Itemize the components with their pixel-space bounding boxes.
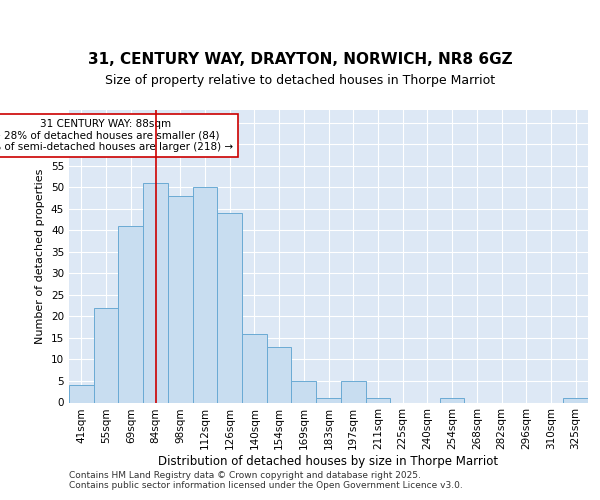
Bar <box>143 183 168 402</box>
Bar <box>242 334 267 402</box>
Bar <box>292 381 316 402</box>
Bar <box>217 213 242 402</box>
Y-axis label: Number of detached properties: Number of detached properties <box>35 168 46 344</box>
Text: Contains HM Land Registry data © Crown copyright and database right 2025.
Contai: Contains HM Land Registry data © Crown c… <box>69 470 463 490</box>
X-axis label: Distribution of detached houses by size in Thorpe Marriot: Distribution of detached houses by size … <box>158 455 499 468</box>
Bar <box>118 226 143 402</box>
Bar <box>440 398 464 402</box>
Bar <box>341 381 365 402</box>
Bar <box>563 398 588 402</box>
Bar <box>316 398 341 402</box>
Bar <box>69 386 94 402</box>
Bar <box>193 188 217 402</box>
Bar <box>365 398 390 402</box>
Bar <box>94 308 118 402</box>
Text: 31 CENTURY WAY: 88sqm
← 28% of detached houses are smaller (84)
72% of semi-deta: 31 CENTURY WAY: 88sqm ← 28% of detached … <box>0 119 233 152</box>
Bar <box>267 346 292 403</box>
Text: 31, CENTURY WAY, DRAYTON, NORWICH, NR8 6GZ: 31, CENTURY WAY, DRAYTON, NORWICH, NR8 6… <box>88 52 512 68</box>
Text: Size of property relative to detached houses in Thorpe Marriot: Size of property relative to detached ho… <box>105 74 495 88</box>
Bar <box>168 196 193 402</box>
